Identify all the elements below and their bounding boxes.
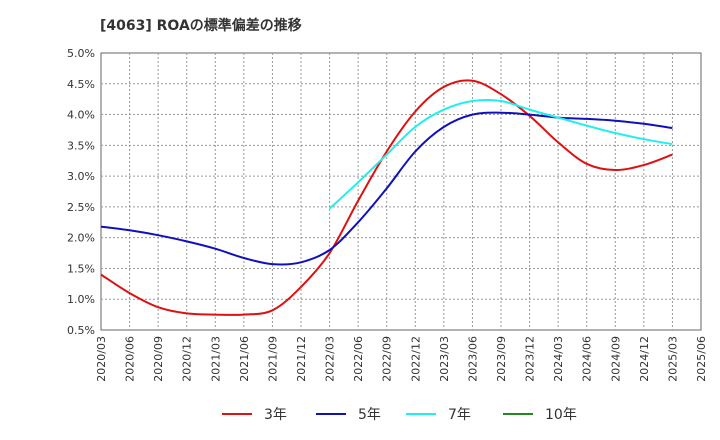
plot-area xyxy=(100,52,702,331)
x-tick-label: 2025/06 xyxy=(695,336,708,382)
x-tick-label: 2023/09 xyxy=(495,336,508,382)
x-tick-label: 2024/06 xyxy=(581,336,594,382)
series-lines xyxy=(100,79,673,316)
y-tick-label: 4.5% xyxy=(67,78,95,91)
x-tick-label: 2020/09 xyxy=(152,336,165,382)
y-tick-label: 1.5% xyxy=(67,262,95,275)
y-tick-label: 3.0% xyxy=(67,170,95,183)
x-tick-label: 2022/03 xyxy=(324,336,337,382)
x-tick-label: 2020/03 xyxy=(95,336,108,382)
legend-label: 3年 xyxy=(264,407,287,423)
x-tick-label: 2023/06 xyxy=(466,336,479,382)
series-line-3 xyxy=(328,98,673,210)
x-tick-label: 2024/12 xyxy=(638,336,651,382)
y-tick-label: 5.0% xyxy=(67,47,95,60)
x-tick-label: 2022/06 xyxy=(352,336,365,382)
x-tick-label: 2025/03 xyxy=(666,336,679,382)
x-tick-label: 2021/09 xyxy=(266,336,279,382)
legend: 3年 5年 7年 10年 xyxy=(222,407,577,423)
y-tick-label: 0.5% xyxy=(67,324,95,337)
y-tick-label: 4.0% xyxy=(67,109,95,122)
x-tick-label: 2022/12 xyxy=(409,336,422,382)
x-tick-label: 2021/03 xyxy=(209,336,222,382)
series-line-1 xyxy=(100,79,673,316)
x-tick-label: 2024/03 xyxy=(552,336,565,382)
series-line-2 xyxy=(100,111,673,266)
grid-lines xyxy=(101,53,701,330)
y-tick-label: 2.5% xyxy=(67,201,95,214)
legend-label: 5年 xyxy=(358,407,381,423)
x-tick-label: 2023/03 xyxy=(438,336,451,382)
x-tick-label: 2022/09 xyxy=(381,336,394,382)
x-tick-label: 2020/12 xyxy=(181,336,194,382)
x-tick-label: 2024/09 xyxy=(609,336,622,382)
x-tick-label: 2021/06 xyxy=(238,336,251,382)
y-tick-label: 1.0% xyxy=(67,293,95,306)
y-tick-label: 3.5% xyxy=(67,139,95,152)
x-tick-label: 2021/12 xyxy=(295,336,308,382)
y-tick-label: 2.0% xyxy=(67,232,95,245)
y-axis-ticks: 0.5% 1.0% 1.5% 2.0% 2.5% 3.0% 3.5% 4.0% 4.5% 5.0% xyxy=(67,47,95,337)
x-tick-label: 2020/06 xyxy=(124,336,137,382)
legend-label: 10年 xyxy=(545,407,577,423)
chart-title: [4063] ROAの標準偏差の推移 xyxy=(100,17,302,34)
legend-label: 7年 xyxy=(448,407,471,423)
x-axis-ticks: 2020/03 2020/06 2020/09 2020/12 2021/03 2021/… xyxy=(95,336,708,382)
x-tick-label: 2023/12 xyxy=(524,336,537,382)
